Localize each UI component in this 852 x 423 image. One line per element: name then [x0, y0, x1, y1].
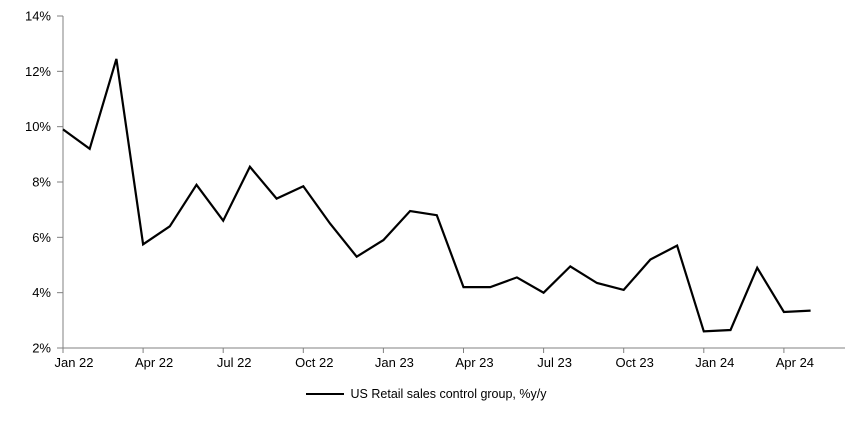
- x-axis-tick-label: Jan 22: [54, 355, 93, 370]
- x-axis-tick-label: Jan 23: [375, 355, 414, 370]
- x-axis-tick-label: Apr 22: [135, 355, 173, 370]
- x-axis-ticks: Jan 22 Apr 22 Jul 22 Oct 22 Jan 23 Apr 23 Jul …: [54, 348, 814, 370]
- x-axis-tick-label: Oct 22: [295, 355, 333, 370]
- x-axis-tick-label: Jan 24: [695, 355, 734, 370]
- x-axis-tick-label: Jul 23: [537, 355, 572, 370]
- legend-label: US Retail sales control group, %y/y: [350, 387, 547, 401]
- x-axis-tick-label: Apr 24: [776, 355, 814, 370]
- y-axis-tick-label: 14%: [25, 9, 51, 24]
- y-axis-tick-label: 6%: [32, 230, 51, 245]
- y-axis-tick-label: 2%: [32, 341, 51, 356]
- legend: US Retail sales control group, %y/y: [0, 387, 852, 401]
- y-axis-tick-label: 4%: [32, 285, 51, 300]
- y-axis-tick-label: 10%: [25, 119, 51, 134]
- x-axis-tick-label: Jul 22: [217, 355, 252, 370]
- y-axis-ticks: 2% 4% 6% 8% 10% 12% 14%: [25, 9, 63, 356]
- data-line-us-retail-sales-control-group: [62, 58, 811, 333]
- y-axis-tick-label: 12%: [25, 64, 51, 79]
- x-axis-tick-label: Oct 23: [616, 355, 654, 370]
- legend-line-swatch: [305, 393, 344, 395]
- x-axis-tick-label: Apr 23: [455, 355, 493, 370]
- y-axis-tick-label: 8%: [32, 175, 51, 190]
